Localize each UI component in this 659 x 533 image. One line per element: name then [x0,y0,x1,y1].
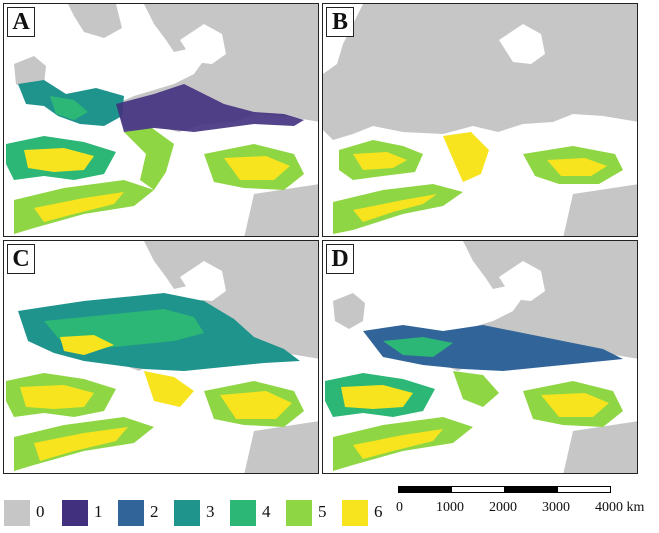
map-panel-d: D [322,240,638,474]
legend-swatch [230,500,256,526]
legend-swatch [4,500,30,526]
map-b-svg [323,4,637,236]
scale-segment [398,486,452,493]
legend-label: 4 [262,502,271,521]
scale-tick-label: 2000 [489,500,517,515]
suitability-overlay [333,132,623,234]
land-base [323,4,637,236]
suitability-overlay [6,293,304,471]
map-panel-b: B [322,3,638,237]
scale-tick-label: 3000 [542,500,570,515]
scale-segment [451,486,505,493]
scale-segment [504,486,558,493]
legend-label: 6 [374,502,383,521]
legend-swatch [342,500,368,526]
legend: 0 1 2 3 4 5 6 [0,490,400,530]
legend-swatch [118,500,144,526]
scale-bar: 0 1000 2000 3000 4000 km [396,486,658,526]
map-panel-a: A [3,3,319,237]
panel-label: B [326,7,354,37]
legend-swatch [62,500,88,526]
legend-label: 0 [36,502,45,521]
legend-label: 2 [150,502,159,521]
panel-label: A [7,7,35,37]
scale-tick-label: 4000 km [595,500,645,515]
legend-swatch [286,500,312,526]
map-panel-c: C [3,240,319,474]
scale-tick-label: 0 [396,500,403,515]
suitability-overlay [6,80,304,234]
legend-label: 5 [318,502,327,521]
legend-label: 3 [206,502,215,521]
map-a-svg [6,4,318,236]
scale-tick-label: 1000 [436,500,464,515]
map-c-svg [6,241,318,473]
scale-segment [557,486,611,493]
panel-label: D [326,244,354,274]
suitability-overlay [325,325,623,471]
legend-label: 1 [94,502,103,521]
map-d-svg [325,241,637,473]
legend-swatch [174,500,200,526]
panel-label: C [7,244,35,274]
